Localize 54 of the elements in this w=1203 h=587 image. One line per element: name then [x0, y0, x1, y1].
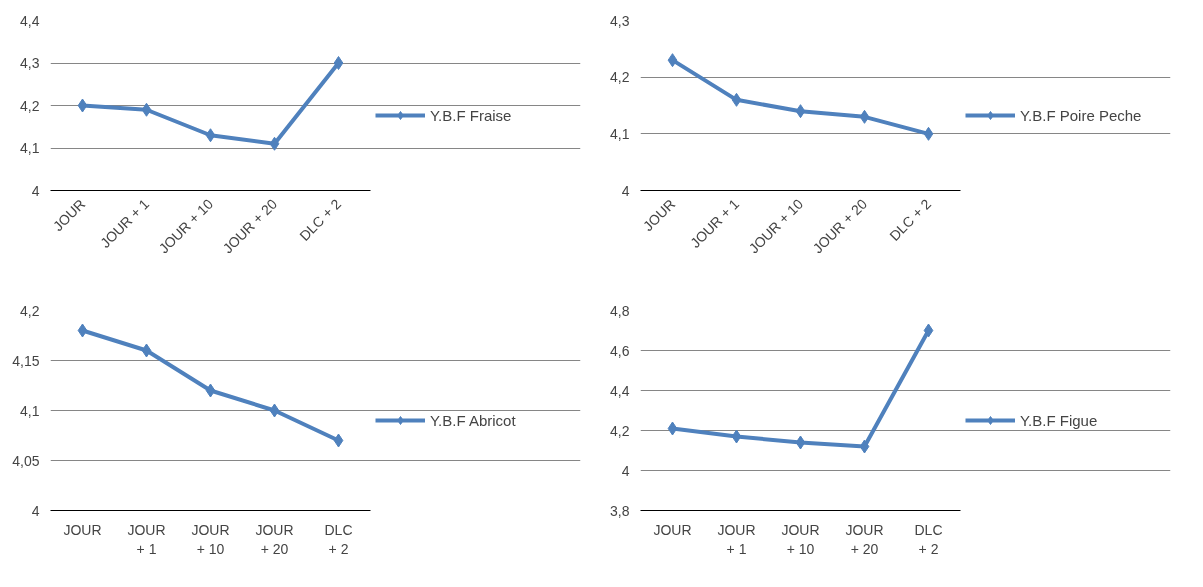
point [77, 98, 88, 113]
point [859, 439, 870, 454]
y-tick-label: 4,1 [20, 402, 40, 419]
y-tick-label: 4,2 [610, 422, 630, 439]
point [269, 136, 280, 151]
y-tick-label: 4,8 [610, 302, 630, 319]
point [923, 323, 934, 338]
y-tick-label: 4 [621, 462, 630, 479]
point [923, 126, 934, 141]
x-tick-label: JOUR + 20 [845, 521, 884, 557]
y-tick-label: 4,1 [610, 125, 630, 142]
point [333, 56, 344, 70]
y-tick-label: 4,4 [20, 12, 40, 29]
y-tick-label: 3,8 [610, 502, 630, 519]
point [141, 343, 152, 358]
point [667, 421, 678, 436]
y-tick-label: 4,2 [610, 69, 630, 86]
legend-label: Y.B.F Poire Peche [1020, 106, 1142, 124]
point [795, 104, 806, 119]
x-tick-label: DLC + 2 [914, 521, 943, 557]
y-tick-label: 4,3 [20, 55, 40, 71]
y-tick-label: 4 [31, 502, 40, 519]
y-tick-label: 4 [621, 182, 630, 199]
y-tick-label: 4,05 [12, 452, 40, 469]
y-tick-label: 4,4 [610, 382, 630, 399]
x-tick-label: DLC + 2 [324, 521, 353, 557]
point [205, 383, 216, 398]
legend-label: Y.B.F Abricot [430, 411, 516, 429]
point [141, 102, 152, 117]
point [77, 323, 88, 338]
point [795, 435, 806, 450]
point [731, 429, 742, 444]
x-tick-label: JOUR + 10 [191, 521, 230, 557]
point [333, 433, 344, 448]
y-tick-label: 4 [31, 182, 40, 199]
x-tick-label: JOUR + 1 [717, 521, 756, 557]
x-tick-label: JOUR + 20 [255, 521, 294, 557]
y-tick-label: 4,2 [20, 302, 40, 319]
y-tick-label: 4,3 [610, 12, 630, 29]
point [667, 53, 678, 68]
legend-label: Y.B.F Fraise [430, 106, 512, 124]
point [859, 109, 870, 124]
x-tick-label: JOUR [63, 521, 102, 538]
y-tick-label: 4,2 [20, 97, 40, 114]
point [205, 128, 216, 143]
y-tick-label: 4,6 [610, 342, 630, 359]
x-tick-label: JOUR [653, 521, 692, 538]
y-tick-label: 4,1 [20, 140, 40, 156]
point [269, 403, 280, 418]
y-tick-label: 4,15 [12, 352, 40, 369]
legend-label: Y.B.F Figue [1020, 411, 1098, 429]
point [731, 92, 742, 107]
x-tick-label: JOUR + 10 [781, 521, 820, 557]
x-tick-label: JOUR + 1 [127, 521, 166, 557]
